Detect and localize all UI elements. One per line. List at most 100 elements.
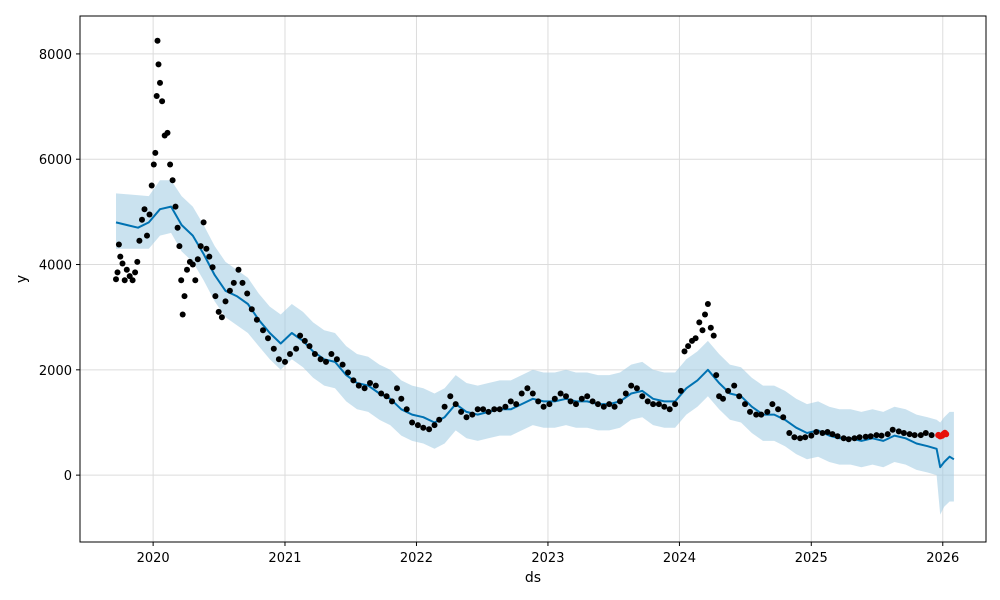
observed-point bbox=[226, 287, 233, 294]
observed-point bbox=[139, 216, 145, 223]
observed-point bbox=[248, 306, 255, 313]
observed-point bbox=[644, 398, 651, 405]
observed-point bbox=[172, 203, 179, 210]
observed-point bbox=[328, 351, 335, 357]
observed-point bbox=[884, 431, 891, 438]
observed-point bbox=[491, 406, 498, 413]
observed-point bbox=[420, 424, 427, 431]
observed-point bbox=[311, 351, 318, 357]
observed-point bbox=[114, 269, 121, 276]
observed-point bbox=[725, 387, 732, 394]
observed-point bbox=[134, 258, 141, 265]
observed-point bbox=[345, 369, 351, 376]
observed-point bbox=[275, 356, 282, 363]
observed-point bbox=[611, 403, 618, 410]
observed-point bbox=[469, 411, 476, 418]
observed-point bbox=[184, 266, 190, 273]
observed-point bbox=[829, 431, 836, 438]
observed-point bbox=[383, 393, 390, 400]
observed-point bbox=[181, 293, 188, 300]
observed-point bbox=[361, 385, 368, 392]
observed-point bbox=[551, 395, 558, 402]
observed-point bbox=[911, 432, 918, 439]
observed-point bbox=[496, 406, 503, 413]
observed-point bbox=[600, 403, 607, 410]
observed-point bbox=[595, 401, 601, 408]
grid bbox=[80, 16, 986, 542]
observed-point bbox=[164, 129, 171, 136]
observed-point bbox=[159, 98, 166, 105]
observed-point bbox=[758, 411, 765, 418]
observed-point bbox=[633, 385, 640, 392]
observed-point bbox=[239, 279, 246, 286]
observed-point bbox=[323, 358, 329, 365]
observed-point bbox=[889, 426, 896, 433]
observed-point bbox=[155, 61, 162, 68]
observed-point bbox=[677, 387, 684, 394]
observed-point bbox=[209, 264, 216, 271]
observed-point bbox=[628, 382, 635, 389]
observed-point bbox=[372, 382, 379, 389]
observed-point bbox=[819, 430, 826, 436]
x-tick-label: 2024 bbox=[663, 551, 696, 566]
observed-point bbox=[529, 390, 536, 397]
observed-point bbox=[731, 382, 738, 389]
observed-point bbox=[567, 398, 574, 405]
observed-point bbox=[713, 372, 720, 379]
observed-point bbox=[702, 311, 708, 318]
observed-point bbox=[174, 224, 181, 231]
observed-point bbox=[742, 401, 748, 408]
observed-point bbox=[179, 311, 186, 318]
observed-point bbox=[666, 406, 673, 413]
y-tick-label: 4000 bbox=[39, 259, 72, 274]
observed-point bbox=[557, 390, 564, 397]
observed-point bbox=[150, 161, 157, 168]
observed-point bbox=[834, 433, 841, 440]
observed-point bbox=[141, 206, 148, 213]
observed-point bbox=[681, 348, 688, 355]
observed-point bbox=[212, 293, 219, 300]
observed-point bbox=[297, 332, 304, 339]
observed-point bbox=[707, 324, 714, 331]
observed-point bbox=[786, 430, 793, 436]
observed-point bbox=[573, 401, 579, 408]
observed-point bbox=[144, 232, 150, 239]
observed-point bbox=[398, 395, 405, 402]
y-axis-label: y bbox=[14, 275, 30, 283]
observed-point bbox=[121, 277, 128, 284]
observed-point bbox=[270, 345, 277, 352]
observed-point bbox=[436, 416, 443, 423]
observed-point bbox=[764, 408, 771, 415]
observed-point bbox=[535, 398, 542, 405]
observed-point bbox=[775, 406, 782, 413]
observed-point bbox=[480, 406, 487, 413]
observed-point bbox=[851, 435, 858, 442]
x-axis-label: ds bbox=[525, 570, 541, 586]
observed-point bbox=[672, 401, 679, 408]
observed-point bbox=[589, 398, 596, 405]
observed-point bbox=[867, 433, 874, 440]
future-observed-point bbox=[942, 430, 950, 438]
observed-point bbox=[178, 277, 185, 284]
observed-point bbox=[513, 401, 520, 408]
observed-point bbox=[802, 434, 809, 441]
observed-point bbox=[244, 290, 251, 297]
observed-point bbox=[293, 345, 300, 352]
observed-point bbox=[753, 411, 760, 418]
observed-point bbox=[200, 219, 207, 226]
observed-point bbox=[584, 393, 591, 400]
observed-point bbox=[431, 422, 438, 429]
uncertainty-band-area bbox=[116, 180, 954, 515]
observed-point bbox=[791, 434, 798, 441]
observed-point bbox=[518, 390, 525, 397]
observed-point bbox=[704, 301, 711, 307]
y-tick-label: 6000 bbox=[39, 153, 72, 168]
plot-frame bbox=[79, 15, 987, 543]
observed-point bbox=[426, 426, 433, 433]
observed-point bbox=[780, 414, 787, 421]
observed-point bbox=[617, 398, 623, 405]
observed-point bbox=[862, 433, 869, 440]
observed-point bbox=[394, 385, 400, 392]
observed-point bbox=[463, 414, 470, 421]
